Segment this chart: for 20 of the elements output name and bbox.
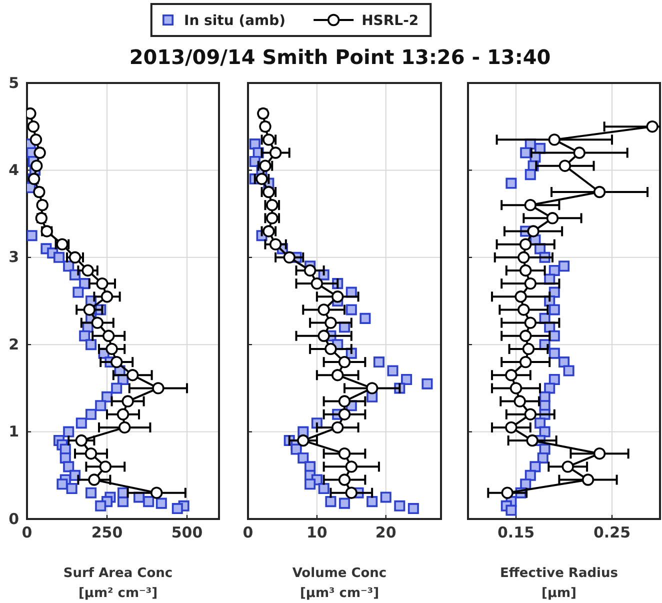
x-tick-label: 20 bbox=[375, 524, 396, 542]
x-tick-label: 500 bbox=[171, 524, 203, 542]
y-tick-label: 5 bbox=[8, 74, 19, 92]
x-tick-label: 0.15 bbox=[497, 524, 535, 542]
text: 2013/09/14 Smith Point 13:26 - 13:40 bbox=[129, 45, 551, 69]
y-tick-label: 1 bbox=[8, 422, 19, 441]
y-tick-label: 0 bbox=[8, 510, 19, 528]
x-tick-label: 250 bbox=[91, 524, 123, 542]
x-axis-title: Surf Area Conc [µm² cm⁻³] bbox=[63, 566, 173, 601]
y-tick-label: 4 bbox=[8, 161, 19, 179]
x-tick-label: 0 bbox=[242, 524, 254, 542]
y-tick-label: 3 bbox=[8, 248, 19, 266]
x-tick-label: 0 bbox=[22, 524, 32, 542]
legend-label: HSRL-2 bbox=[362, 13, 419, 29]
x-tick-label: 0.25 bbox=[593, 524, 631, 542]
x-axis-title: Effective Radius [µm] bbox=[500, 566, 618, 601]
x-tick-label: 10 bbox=[306, 524, 328, 542]
legend-label: In situ (amb) bbox=[184, 13, 286, 29]
x-axis-title: Volume Conc [µm³ cm⁻³] bbox=[292, 566, 387, 601]
y-tick-label: 2 bbox=[8, 335, 19, 354]
